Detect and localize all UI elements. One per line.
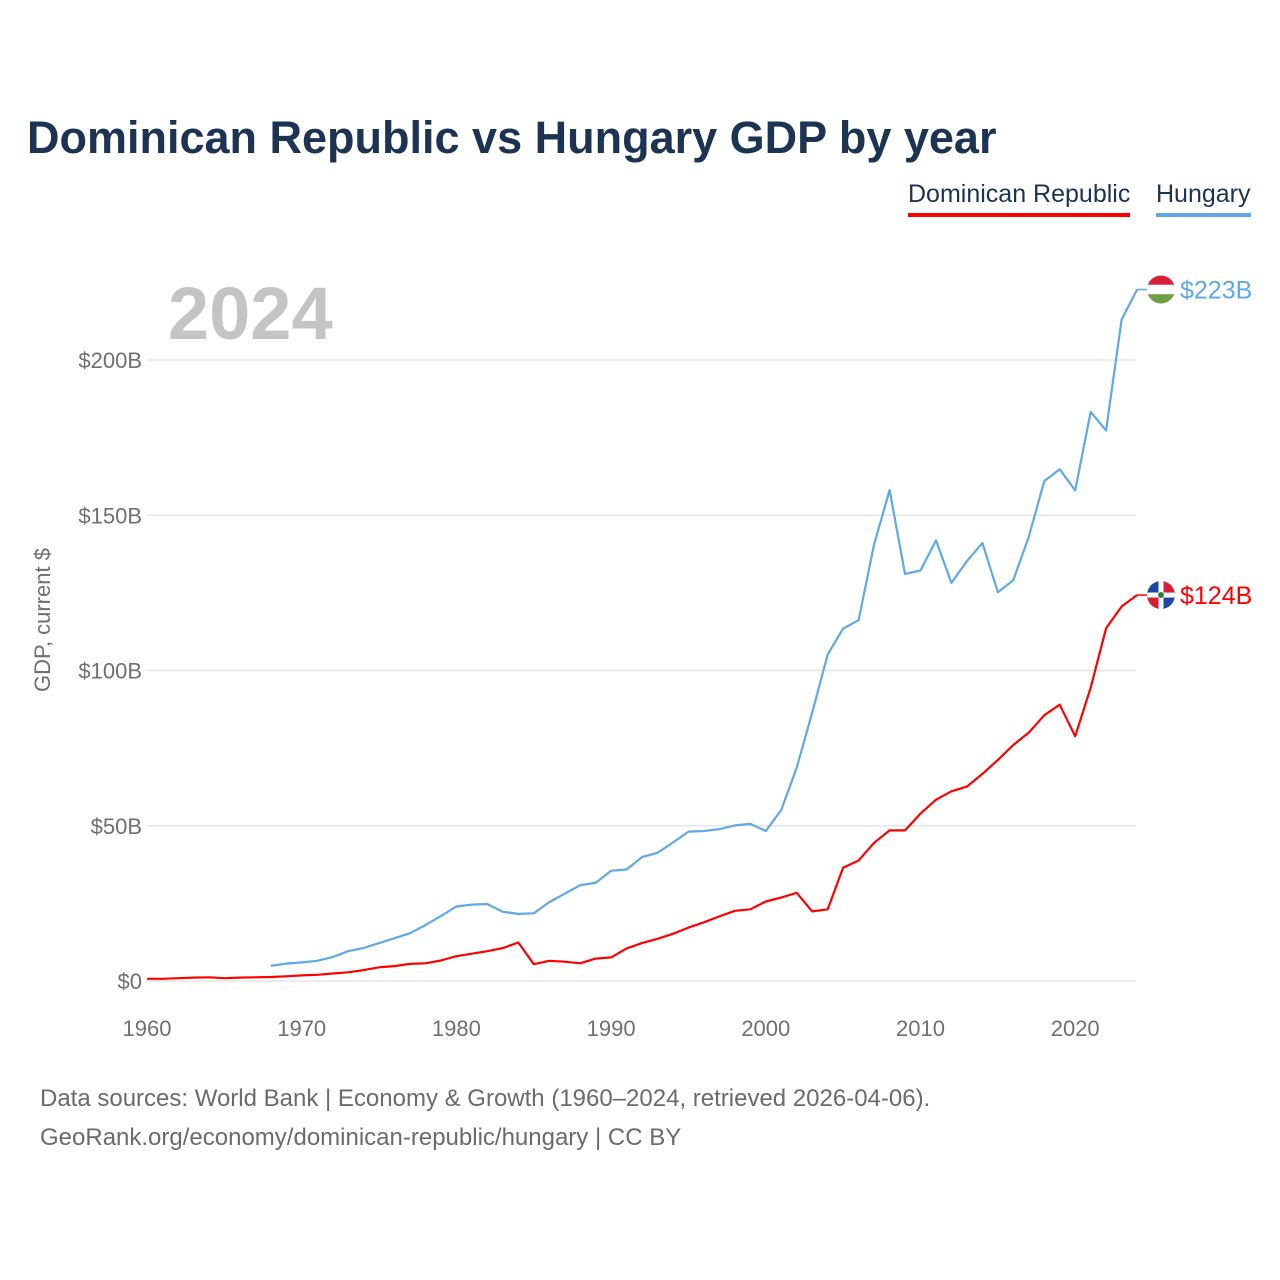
- current-year-label: 2024: [168, 272, 333, 355]
- footer-attribution[interactable]: GeoRank.org/economy/dominican-republic/h…: [40, 1124, 682, 1151]
- end-value-label: $124B: [1180, 582, 1252, 610]
- series-line-hungary: [270, 288, 1139, 967]
- y-axis-label: GDP, current $: [30, 548, 55, 692]
- hungary-flag-icon: [1147, 275, 1175, 304]
- x-tick-label: 1960: [123, 1016, 172, 1041]
- x-tick-label: 2010: [896, 1016, 945, 1041]
- flag-stripe-green: [1147, 294, 1175, 304]
- x-tick-label: 1980: [432, 1016, 481, 1041]
- y-tick-label: $0: [118, 969, 142, 994]
- dominican-republic-flag-icon: [1147, 581, 1175, 610]
- y-tick-label: $100B: [78, 659, 142, 684]
- x-tick-label: 2000: [741, 1016, 790, 1041]
- x-tick-label: 1990: [587, 1016, 636, 1041]
- y-tick-label: $150B: [78, 503, 142, 528]
- flag-stripe-red: [1147, 275, 1175, 285]
- chart-title: Dominican Republic vs Hungary GDP by yea…: [27, 112, 997, 163]
- flag-body: [1147, 275, 1175, 304]
- x-tick-label: 2020: [1051, 1016, 1100, 1041]
- y-tick-label: $200B: [78, 348, 142, 373]
- flag-body: [1147, 581, 1175, 610]
- series-line-dominican-republic: [147, 594, 1138, 980]
- legend-item-dominican-republic[interactable]: Dominican Republic: [908, 180, 1131, 217]
- end-value-label: $223B: [1180, 277, 1252, 305]
- flag-emblem: [1158, 592, 1164, 599]
- y-tick-label: $50B: [91, 814, 142, 839]
- flag-stripe-white: [1147, 284, 1175, 295]
- footer-sources: Data sources: World Bank | Economy & Gro…: [40, 1085, 931, 1112]
- legend-item-hungary[interactable]: Hungary: [1156, 180, 1251, 217]
- x-tick-label: 1970: [277, 1016, 326, 1041]
